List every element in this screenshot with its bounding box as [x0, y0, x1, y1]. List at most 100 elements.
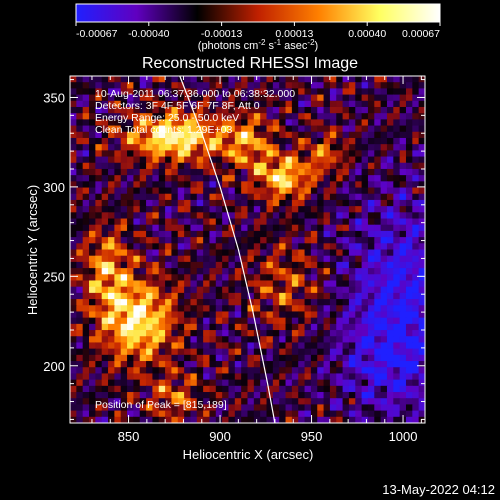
heatmap-cell [70, 354, 77, 362]
heatmap-cell [190, 385, 198, 393]
heatmap-cell [342, 261, 350, 269]
heatmap-cell [310, 224, 318, 232]
heatmap-cell [342, 311, 350, 319]
heatmap-cell [310, 119, 318, 127]
heatmap-cell [76, 249, 84, 257]
heatmap-cell [399, 379, 407, 387]
heatmap-cell [165, 379, 173, 387]
heatmap-cell [177, 230, 185, 238]
heatmap-cell [405, 181, 413, 189]
heatmap-cell [171, 286, 179, 294]
heatmap-cell [114, 82, 122, 89]
heatmap-cell [222, 119, 230, 127]
heatmap-cell [304, 162, 312, 170]
heatmap-cell [133, 230, 141, 238]
heatmap-cell [298, 268, 306, 275]
heatmap-cell [120, 113, 128, 120]
heatmap-cell [336, 398, 344, 406]
heatmap-cell [76, 299, 84, 306]
heatmap-cell [139, 261, 147, 269]
heatmap-cell [133, 181, 141, 189]
heatmap-cell [139, 323, 147, 331]
heatmap-cell [215, 280, 223, 288]
heatmap-cell [342, 361, 350, 368]
heatmap-cell [279, 330, 287, 337]
heatmap-cell [114, 175, 122, 182]
heatmap-cell [184, 106, 192, 114]
heatmap-cell [222, 113, 230, 120]
heatmap-cell [89, 336, 96, 344]
heatmap-cell [260, 218, 268, 226]
heatmap-cell [171, 82, 179, 89]
heatmap-cell [203, 199, 211, 207]
heatmap-cell [399, 82, 407, 89]
heatmap-cell [399, 187, 407, 195]
heatmap-cell [222, 106, 230, 114]
heatmap-cell [412, 82, 420, 89]
heatmap-cell [133, 82, 141, 89]
heatmap-cell [272, 113, 280, 120]
heatmap-cell [348, 305, 356, 313]
heatmap-cell [158, 224, 166, 232]
heatmap-cell [190, 230, 198, 238]
heatmap-cell [152, 398, 160, 406]
heatmap-cell [285, 119, 293, 127]
heatmap-cell [405, 212, 413, 220]
heatmap-cell [82, 76, 90, 83]
heatmap-cell [70, 379, 77, 387]
heatmap-cell [108, 113, 115, 120]
heatmap-cell [95, 398, 103, 406]
heatmap-cell [399, 206, 407, 213]
heatmap-cell [146, 292, 154, 300]
heatmap-cell [279, 106, 287, 114]
heatmap-cell [190, 82, 198, 89]
heatmap-cell [393, 348, 401, 356]
heatmap-cell [285, 144, 293, 151]
heatmap-cell [310, 348, 318, 356]
heatmap-cell [367, 373, 375, 381]
heatmap-cell [95, 342, 103, 350]
heatmap-cell [196, 88, 204, 96]
heatmap-cell [253, 280, 261, 288]
heatmap-cell [348, 255, 356, 263]
heatmap-cell [228, 398, 236, 406]
heatmap-cell [336, 385, 344, 393]
heatmap-cell [342, 379, 350, 387]
heatmap-cell [310, 354, 318, 362]
heatmap-cell [184, 144, 192, 151]
heatmap-cell [285, 385, 293, 393]
heatmap-cell [215, 268, 223, 275]
heatmap-cell [348, 119, 356, 127]
heatmap-cell [348, 410, 356, 418]
heatmap-cell [120, 323, 128, 331]
heatmap-cell [108, 361, 115, 368]
heatmap-cell [95, 137, 103, 145]
heatmap-cell [95, 88, 103, 96]
heatmap-cell [89, 323, 96, 331]
heatmap-cell [101, 243, 109, 251]
heatmap-cell [304, 305, 312, 313]
heatmap-cell [380, 237, 388, 244]
heatmap-cell [158, 373, 166, 381]
heatmap-cell [209, 206, 217, 213]
heatmap-cell [329, 342, 337, 350]
heatmap-cell [304, 416, 312, 423]
heatmap-cell [266, 286, 274, 294]
heatmap-cell [323, 131, 331, 139]
heatmap-cell [196, 181, 204, 189]
heatmap-cell [374, 404, 382, 412]
heatmap-cell [418, 292, 425, 300]
heatmap-cell [285, 212, 293, 220]
heatmap-cell [399, 410, 407, 418]
heatmap-cell [165, 206, 173, 213]
heatmap-cell [329, 230, 337, 238]
heatmap-cell [146, 206, 154, 213]
heatmap-cell [95, 361, 103, 368]
heatmap-cell [253, 323, 261, 331]
heatmap-cell [203, 243, 211, 251]
heatmap-cell [139, 373, 147, 381]
heatmap-cell [418, 125, 425, 133]
heatmap-cell [234, 342, 242, 350]
heatmap-cell [108, 144, 115, 151]
heatmap-cell [279, 292, 287, 300]
